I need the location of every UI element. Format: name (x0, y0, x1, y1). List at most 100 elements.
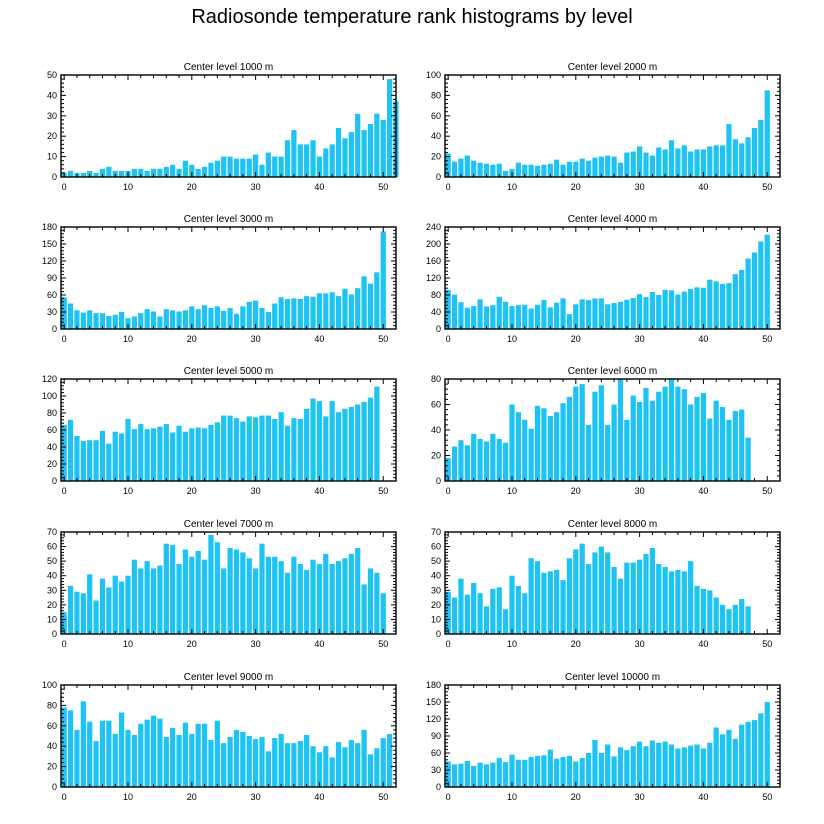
bar (189, 733, 195, 787)
bar (374, 272, 380, 329)
y-tick-label: 100 (42, 391, 57, 401)
x-tick-label: 0 (446, 334, 451, 344)
bar (585, 300, 592, 329)
bar (656, 295, 662, 329)
y-tick-label: 40 (431, 307, 441, 317)
x-tick-label: 30 (635, 182, 645, 192)
bar (541, 408, 547, 481)
x-tick-label: 50 (762, 182, 772, 192)
y-tick-label: 10 (47, 614, 57, 624)
x-tick-label: 0 (446, 639, 451, 649)
bar (637, 146, 643, 177)
bar (87, 310, 93, 329)
bar (445, 591, 451, 634)
bar (170, 164, 176, 177)
bar (643, 387, 649, 481)
y-tick-label: 120 (42, 374, 57, 384)
bar (573, 161, 579, 177)
bar (189, 306, 195, 329)
bar (348, 740, 354, 787)
bar (150, 715, 157, 787)
bar (253, 154, 259, 177)
bar (227, 308, 233, 329)
bar (310, 559, 316, 634)
bar (630, 746, 636, 787)
bar (675, 569, 681, 634)
bar (739, 269, 745, 329)
bar (662, 741, 668, 787)
bar (304, 408, 310, 481)
bar (758, 241, 764, 329)
bar (528, 164, 534, 177)
bar (329, 401, 335, 481)
bar (284, 572, 291, 634)
bar (138, 168, 144, 177)
bar (87, 170, 93, 177)
bar (490, 762, 496, 787)
bar (259, 308, 265, 329)
bar (585, 753, 592, 787)
bar (99, 430, 106, 481)
y-tick-label: 20 (431, 600, 441, 610)
bar (707, 279, 713, 329)
bar (316, 293, 323, 329)
bar (694, 585, 700, 634)
bar (93, 741, 99, 787)
bar (739, 599, 745, 634)
bar (106, 720, 112, 787)
bar (67, 710, 74, 787)
bar (630, 562, 636, 634)
bar (233, 418, 240, 481)
bar (380, 231, 386, 329)
bar (617, 747, 624, 787)
bar (361, 729, 367, 787)
bar (323, 553, 329, 634)
x-tick-label: 10 (123, 182, 133, 192)
bar (483, 306, 490, 329)
bar (585, 160, 592, 177)
bar (67, 303, 74, 329)
bar (503, 442, 509, 481)
bar (304, 296, 310, 329)
bar (726, 283, 732, 329)
bar (348, 407, 354, 481)
x-tick-label: 10 (507, 334, 517, 344)
x-tick-label: 40 (314, 182, 324, 192)
bar (214, 422, 220, 481)
x-tick-label: 0 (446, 182, 451, 192)
x-tick-label: 50 (378, 182, 388, 192)
bar (201, 428, 208, 481)
bar (490, 305, 496, 329)
bar (496, 438, 502, 481)
bar (144, 429, 150, 481)
y-tick-label: 150 (42, 239, 57, 249)
y-tick-label: 60 (47, 290, 57, 300)
x-tick-label: 50 (378, 486, 388, 496)
bar (195, 550, 201, 634)
bar (451, 764, 458, 787)
x-tick-label: 0 (62, 486, 67, 496)
bar (541, 300, 547, 329)
bar (649, 400, 655, 481)
bar (477, 762, 483, 787)
bar (471, 306, 477, 329)
bar (605, 552, 611, 634)
bar (214, 542, 220, 634)
y-tick-label: 120 (426, 273, 441, 283)
bar (713, 597, 719, 634)
panel-title: Center level 3000 m (184, 214, 274, 225)
bar (233, 729, 240, 787)
y-tick-label: 90 (431, 731, 441, 741)
bar (208, 534, 214, 634)
bar (323, 746, 329, 787)
bar (144, 170, 150, 177)
bar (598, 298, 604, 329)
bar (99, 578, 106, 634)
bar (700, 149, 707, 177)
bar (630, 395, 636, 481)
bar (316, 156, 323, 177)
bar (240, 306, 246, 329)
bar (726, 123, 732, 177)
bar (284, 140, 291, 177)
bar (681, 571, 687, 634)
